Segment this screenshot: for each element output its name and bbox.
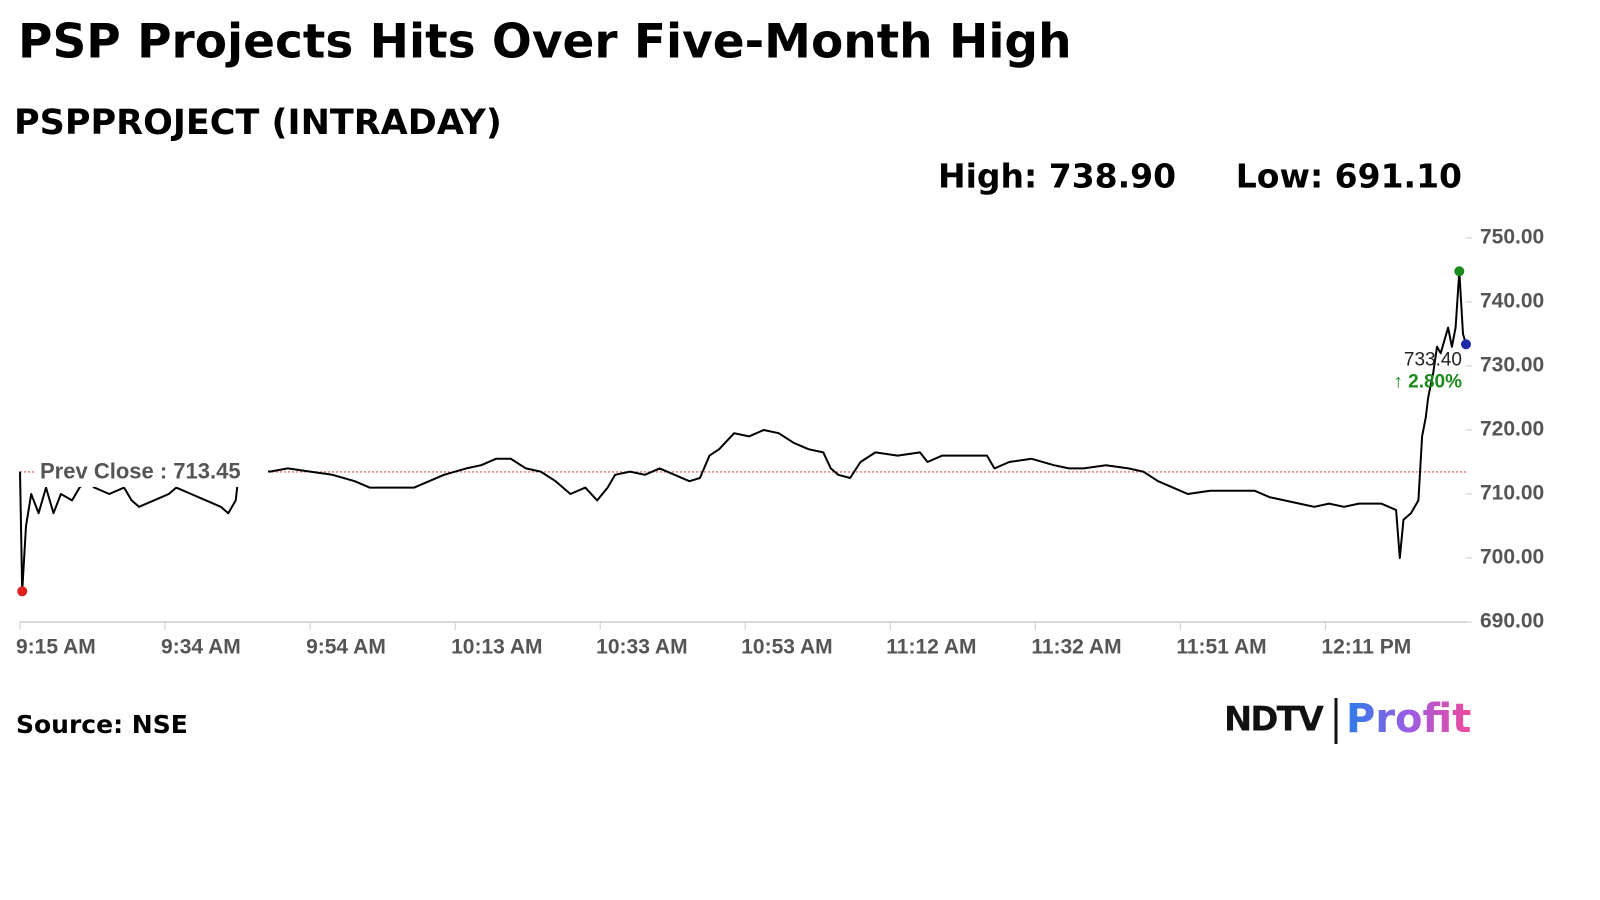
last-marker xyxy=(1461,339,1471,350)
y-tick-label: 740.00 xyxy=(1480,290,1544,313)
x-tick-label: 11:32 AM xyxy=(1031,636,1121,659)
y-tick-label: 750.00 xyxy=(1480,226,1544,249)
chart-subtitle: PSPPROJECT (INTRADAY) xyxy=(14,103,502,143)
low-label: Low: 691.10 xyxy=(1236,157,1462,196)
y-tick-label: 720.00 xyxy=(1480,418,1544,441)
y-tick-label: 730.00 xyxy=(1480,354,1544,377)
logo-profit: Profit xyxy=(1346,696,1471,742)
change-label: ↑ 2.80% xyxy=(1393,371,1462,392)
x-tick-label: 11:12 AM xyxy=(886,636,976,659)
x-tick-label: 11:51 AM xyxy=(1176,636,1266,659)
x-tick-label: 9:54 AM xyxy=(306,636,386,659)
y-tick-label: 700.00 xyxy=(1480,546,1544,569)
prev-close-box xyxy=(34,456,268,487)
price-line xyxy=(19,270,1467,593)
x-tick-label: 10:13 AM xyxy=(451,636,542,659)
x-tick-label: 9:15 AM xyxy=(16,636,96,659)
prev-close-label: Prev Close : 713.45 xyxy=(40,459,241,484)
low-marker xyxy=(17,586,28,597)
source: Source: NSE xyxy=(16,710,188,739)
x-tick-label: 12:11 PM xyxy=(1321,636,1411,659)
x-tick-label: 10:33 AM xyxy=(596,636,687,659)
x-tick-label: 9:34 AM xyxy=(161,636,241,659)
chart-title: PSP Projects Hits Over Five-Month High xyxy=(18,15,1072,70)
high-label: High: 738.90 xyxy=(938,157,1176,196)
x-tick-label: 10:53 AM xyxy=(741,636,832,659)
y-tick-label: 690.00 xyxy=(1480,610,1544,633)
y-tick-label: 710.00 xyxy=(1480,482,1544,505)
logo-ndtv: NDTV xyxy=(1224,700,1325,740)
high-marker xyxy=(1454,266,1465,277)
last-price-label: 733.40 xyxy=(1404,349,1462,370)
